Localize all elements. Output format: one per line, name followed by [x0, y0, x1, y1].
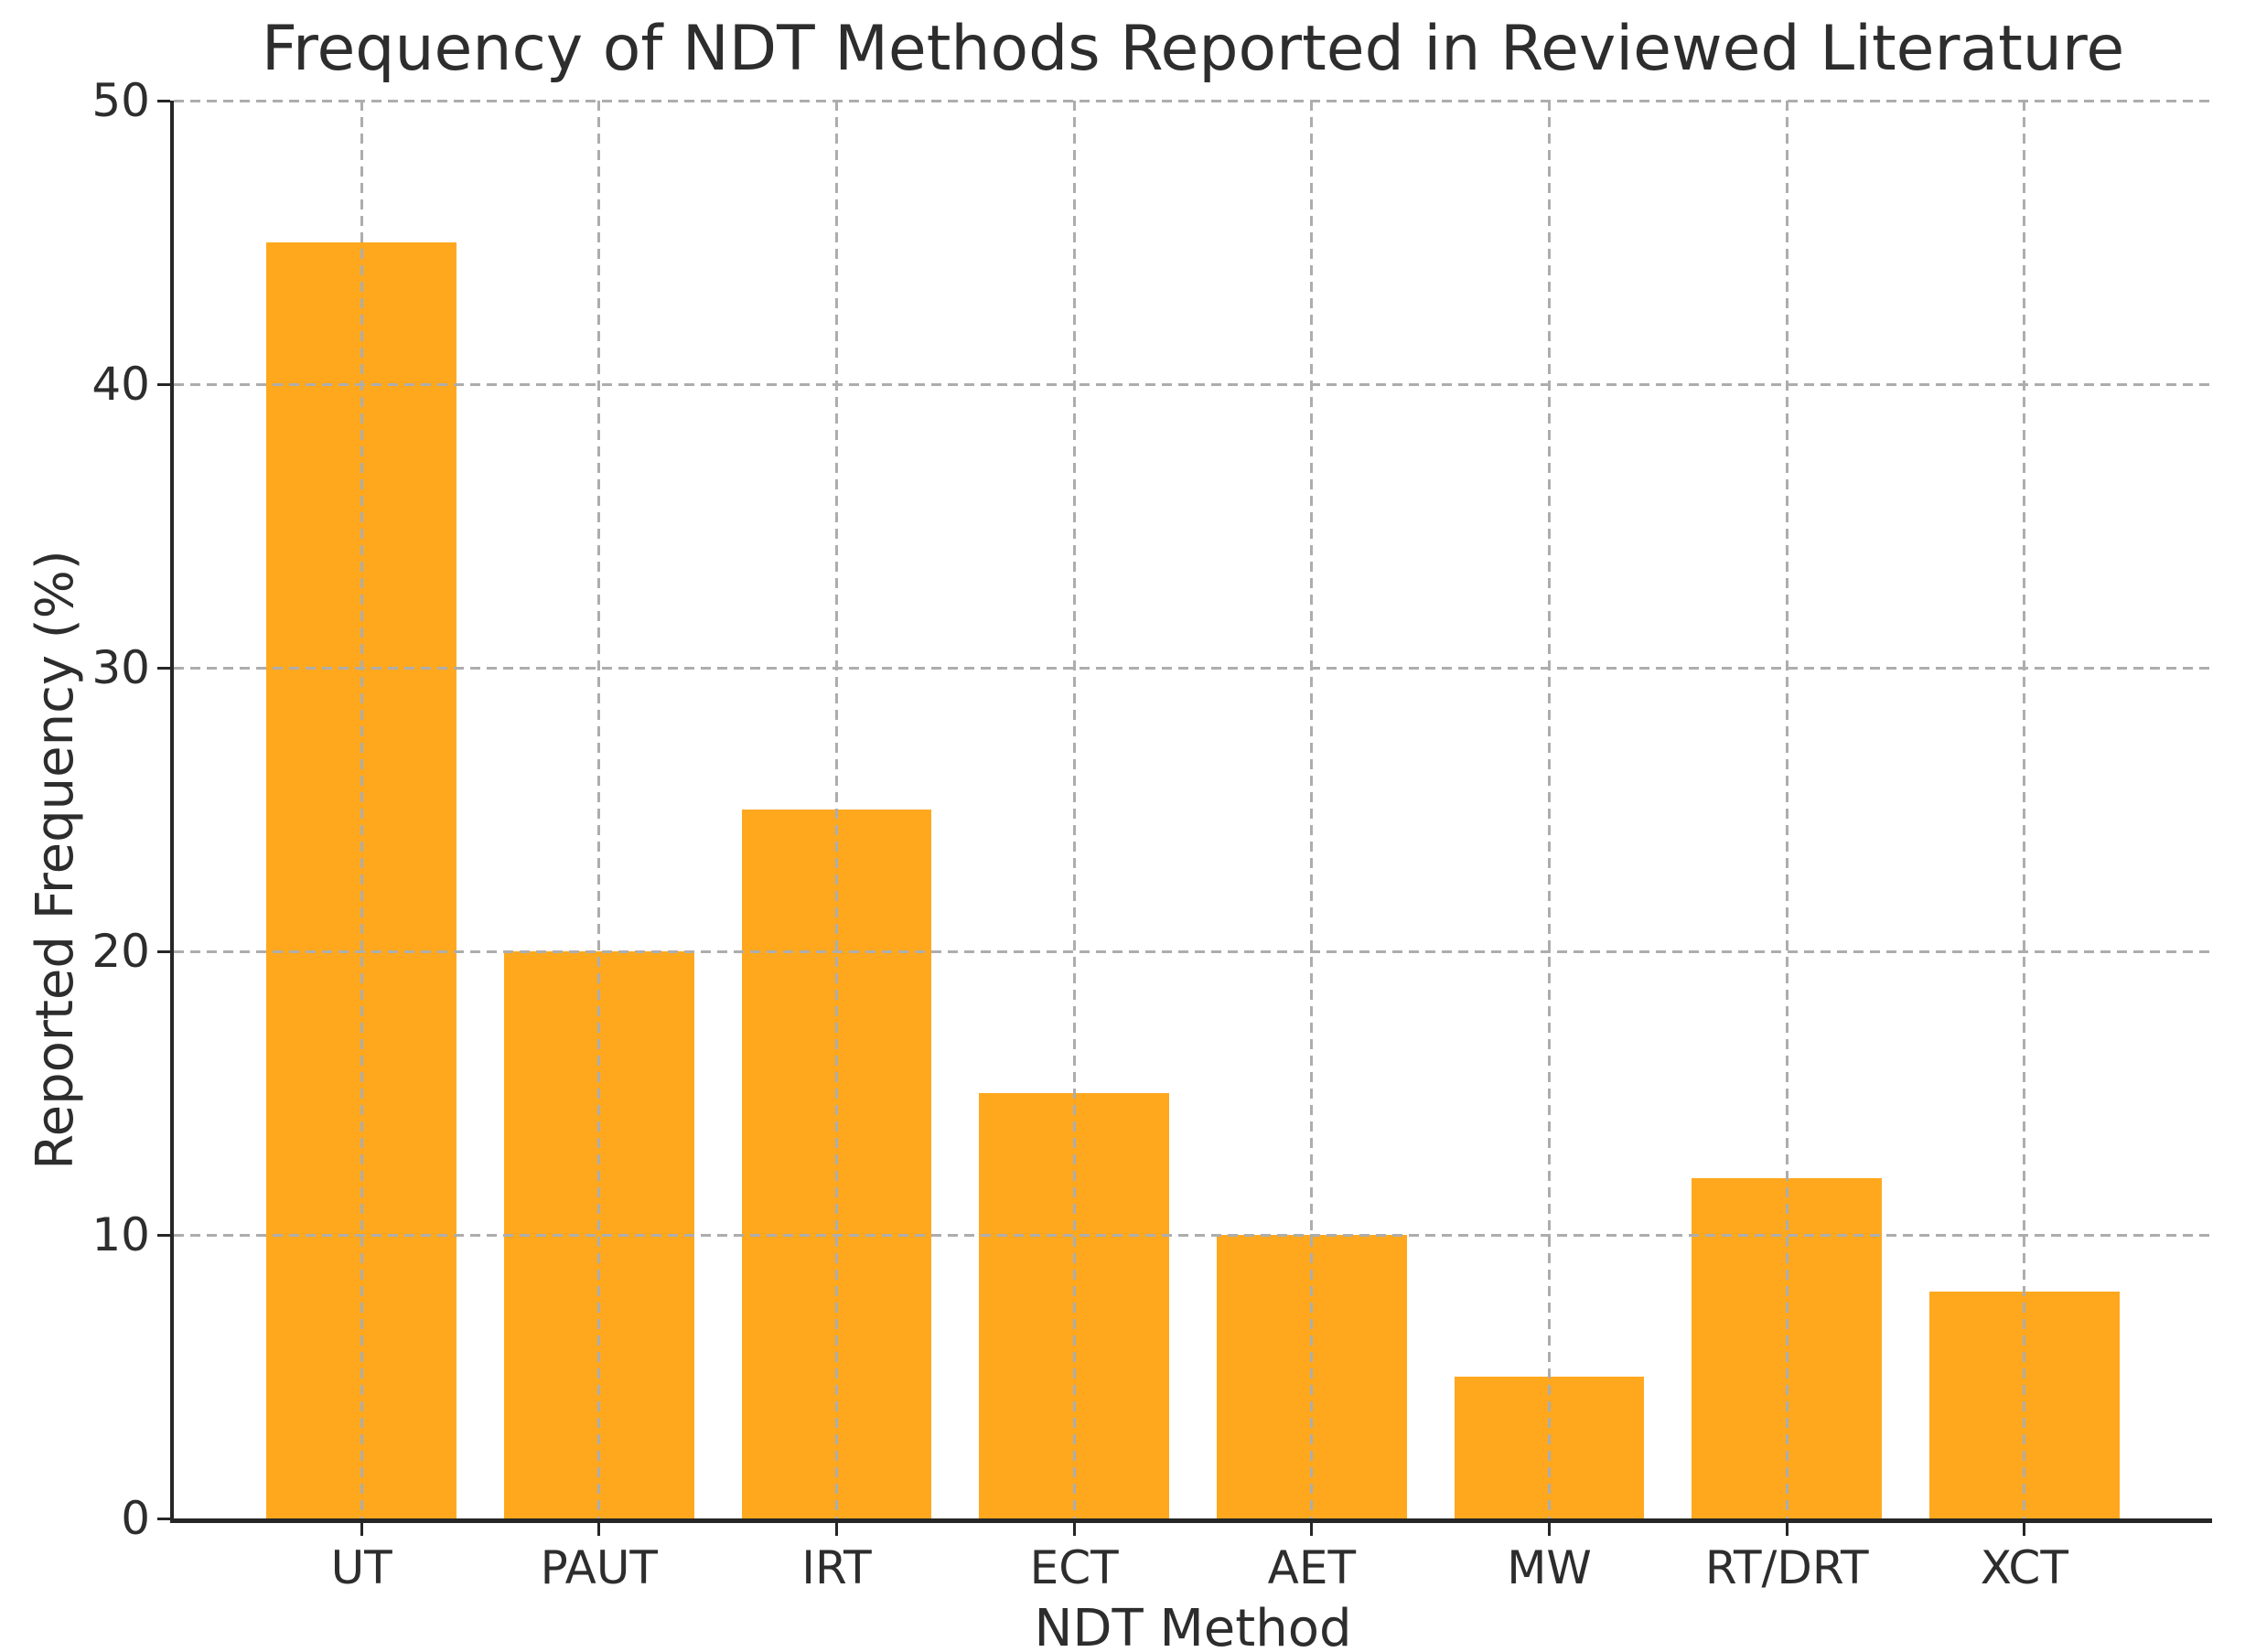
bottom-spine — [170, 1518, 2212, 1523]
y-tick-40 — [157, 382, 170, 386]
x-tick-label-UT: UT — [330, 1541, 392, 1594]
x-gridline-ECT — [1072, 101, 1076, 1518]
x-tick-ECT — [1072, 1523, 1076, 1536]
x-tick-label-MW: MW — [1507, 1541, 1592, 1594]
x-tick-AET — [1310, 1523, 1314, 1536]
x-tick-PAUT — [597, 1523, 601, 1536]
x-tick-label-IRT: IRT — [801, 1541, 872, 1594]
y-tick-label-30: 30 — [91, 641, 150, 694]
x-tick-label-PAUT: PAUT — [540, 1541, 658, 1594]
y-tick-label-50: 50 — [91, 74, 150, 127]
x-tick-UT — [360, 1523, 363, 1536]
x-gridline-PAUT — [597, 101, 601, 1518]
y-tick-label-40: 40 — [91, 358, 150, 411]
left-spine — [170, 101, 174, 1523]
y-tick-0 — [157, 1517, 170, 1520]
x-gridline-UT — [360, 101, 363, 1518]
y-gridline-10 — [174, 1233, 2212, 1237]
y-gridline-50 — [174, 99, 2212, 102]
y-tick-label-0: 0 — [121, 1492, 150, 1545]
x-tick-MW — [1548, 1523, 1551, 1536]
y-tick-50 — [157, 99, 170, 102]
x-tick-label-AET: AET — [1267, 1541, 1356, 1594]
x-gridline-AET — [1310, 101, 1314, 1518]
x-tick-label-RT/DRT: RT/DRT — [1704, 1541, 1869, 1594]
x-gridline-RT/DRT — [1785, 101, 1788, 1518]
y-tick-label-10: 10 — [91, 1208, 150, 1261]
x-tick-IRT — [834, 1523, 838, 1536]
x-gridline-XCT — [2023, 101, 2026, 1518]
y-tick-20 — [157, 949, 170, 953]
y-gridline-20 — [174, 949, 2212, 953]
x-gridline-MW — [1548, 101, 1551, 1518]
x-tick-label-XCT: XCT — [1980, 1541, 2068, 1594]
y-gridline-40 — [174, 382, 2212, 386]
x-tick-label-ECT: ECT — [1029, 1541, 1119, 1594]
chart-title: Frequency of NDT Methods Reported in Rev… — [261, 13, 2125, 85]
x-axis-label: NDT Method — [1034, 1599, 1352, 1652]
y-tick-30 — [157, 666, 170, 670]
x-gridline-IRT — [834, 101, 838, 1518]
y-tick-label-20: 20 — [91, 925, 150, 978]
x-tick-RT/DRT — [1785, 1523, 1788, 1536]
x-tick-XCT — [2023, 1523, 2026, 1536]
y-tick-10 — [157, 1233, 170, 1237]
y-gridline-30 — [174, 666, 2212, 670]
